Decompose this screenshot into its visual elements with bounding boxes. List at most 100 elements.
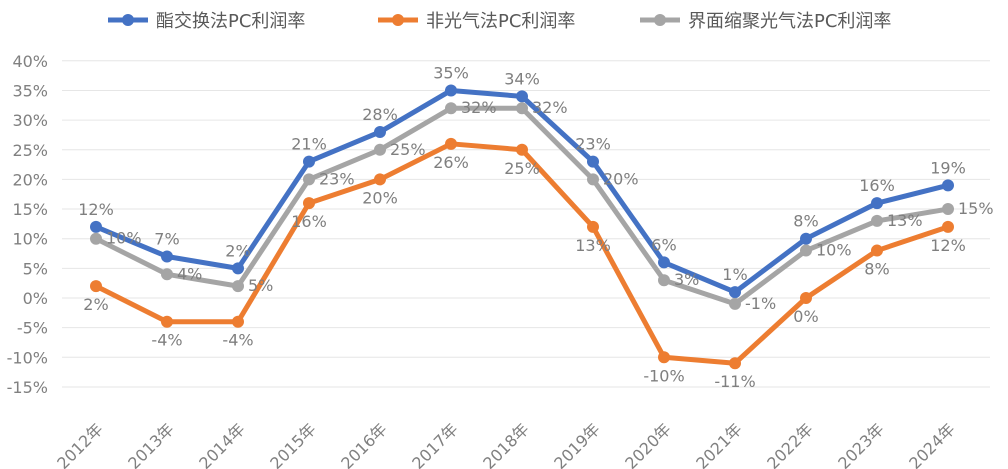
data-point	[729, 297, 741, 310]
data-point	[161, 250, 173, 263]
data-label: 1%	[722, 265, 747, 284]
data-point	[942, 220, 954, 233]
data-point	[658, 256, 670, 269]
data-point	[800, 244, 812, 257]
data-label: 34%	[504, 69, 540, 88]
data-label: 13%	[887, 211, 923, 230]
data-point	[161, 268, 173, 281]
data-point	[516, 90, 528, 103]
y-tick-label: 5%	[23, 259, 48, 278]
x-tick-label: 2023年	[834, 419, 888, 469]
legend-marker	[654, 14, 666, 26]
data-label: -4%	[222, 331, 253, 350]
data-label: 6%	[651, 235, 676, 254]
data-label: -10%	[643, 366, 684, 385]
data-point	[445, 137, 457, 150]
data-point	[374, 173, 386, 186]
data-point	[800, 292, 812, 304]
y-tick-label: -10%	[7, 348, 48, 367]
data-point	[90, 280, 102, 293]
y-tick-label: -5%	[17, 319, 48, 338]
data-label: 12%	[930, 236, 966, 255]
data-point	[232, 280, 244, 293]
data-label: 25%	[504, 159, 540, 178]
y-tick-label: 0%	[23, 289, 48, 308]
data-point	[303, 173, 315, 186]
data-point	[658, 351, 670, 364]
data-point	[303, 155, 315, 168]
data-label: 23%	[319, 169, 355, 188]
x-tick-label: 2017年	[408, 419, 462, 469]
data-point	[445, 84, 457, 97]
data-point	[871, 197, 883, 210]
data-label: 2%	[225, 241, 250, 260]
data-point	[516, 143, 528, 156]
y-tick-label: 25%	[12, 141, 48, 160]
data-point	[445, 102, 457, 115]
data-label: 23%	[575, 135, 611, 154]
x-tick-label: 2024年	[905, 419, 959, 469]
data-label: 35%	[433, 63, 469, 82]
data-label: 13%	[575, 236, 611, 255]
y-tick-label: 40%	[12, 52, 48, 71]
x-tick-label: 2020年	[621, 419, 675, 469]
data-label: 20%	[362, 188, 398, 207]
data-label: 10%	[816, 241, 852, 260]
data-label: 7%	[154, 229, 179, 248]
y-tick-label: 30%	[12, 111, 48, 130]
legend-label: 界面缩聚光气法PC利润率	[688, 11, 891, 32]
data-label: 10%	[106, 229, 142, 248]
data-point	[800, 232, 812, 245]
x-tick-label: 2018年	[479, 419, 533, 469]
data-label: -1%	[745, 294, 776, 313]
data-point	[90, 220, 102, 233]
x-tick-label: 2014年	[195, 419, 249, 469]
y-tick-label: 15%	[12, 200, 48, 219]
legend-label: 非光气法PC利润率	[426, 11, 575, 32]
data-label: 25%	[390, 140, 426, 159]
data-label: 32%	[461, 98, 497, 117]
data-label: 21%	[291, 135, 327, 154]
x-tick-label: 2013年	[124, 419, 178, 469]
data-point	[871, 244, 883, 257]
y-tick-label: -15%	[7, 378, 48, 397]
y-tick-label: 20%	[12, 170, 48, 189]
x-tick-label: 2015年	[266, 419, 320, 469]
data-label: 12%	[78, 200, 114, 219]
y-tick-label: 10%	[12, 230, 48, 249]
data-label: 8%	[793, 212, 818, 231]
data-point	[871, 214, 883, 227]
x-tick-label: 2021年	[692, 419, 746, 469]
data-label: 19%	[930, 158, 966, 177]
data-label: 0%	[793, 307, 818, 326]
data-label: 2%	[83, 295, 108, 314]
series-line	[94, 105, 949, 307]
series-line	[95, 87, 949, 295]
data-label: 15%	[958, 199, 994, 218]
data-point	[942, 203, 954, 216]
legend-marker	[122, 14, 134, 26]
data-label: 20%	[603, 169, 639, 188]
data-label: 28%	[362, 105, 398, 124]
data-label: 16%	[291, 212, 327, 231]
data-point	[90, 232, 102, 245]
x-tick-label: 2022年	[763, 419, 817, 469]
data-label: 26%	[433, 153, 469, 172]
data-label: -4%	[151, 331, 182, 350]
data-point	[516, 102, 528, 115]
data-point	[729, 286, 741, 299]
data-label: 3%	[674, 270, 699, 289]
data-point	[232, 315, 244, 328]
data-point	[942, 179, 954, 192]
data-label: 32%	[532, 98, 568, 117]
y-tick-label: 35%	[12, 81, 48, 100]
data-label: -11%	[714, 372, 755, 391]
data-point	[587, 220, 599, 233]
data-point	[729, 357, 741, 370]
x-tick-label: 2012年	[53, 419, 107, 469]
data-point	[161, 315, 173, 328]
data-label: 16%	[859, 176, 895, 195]
x-tick-label: 2019年	[550, 419, 604, 469]
